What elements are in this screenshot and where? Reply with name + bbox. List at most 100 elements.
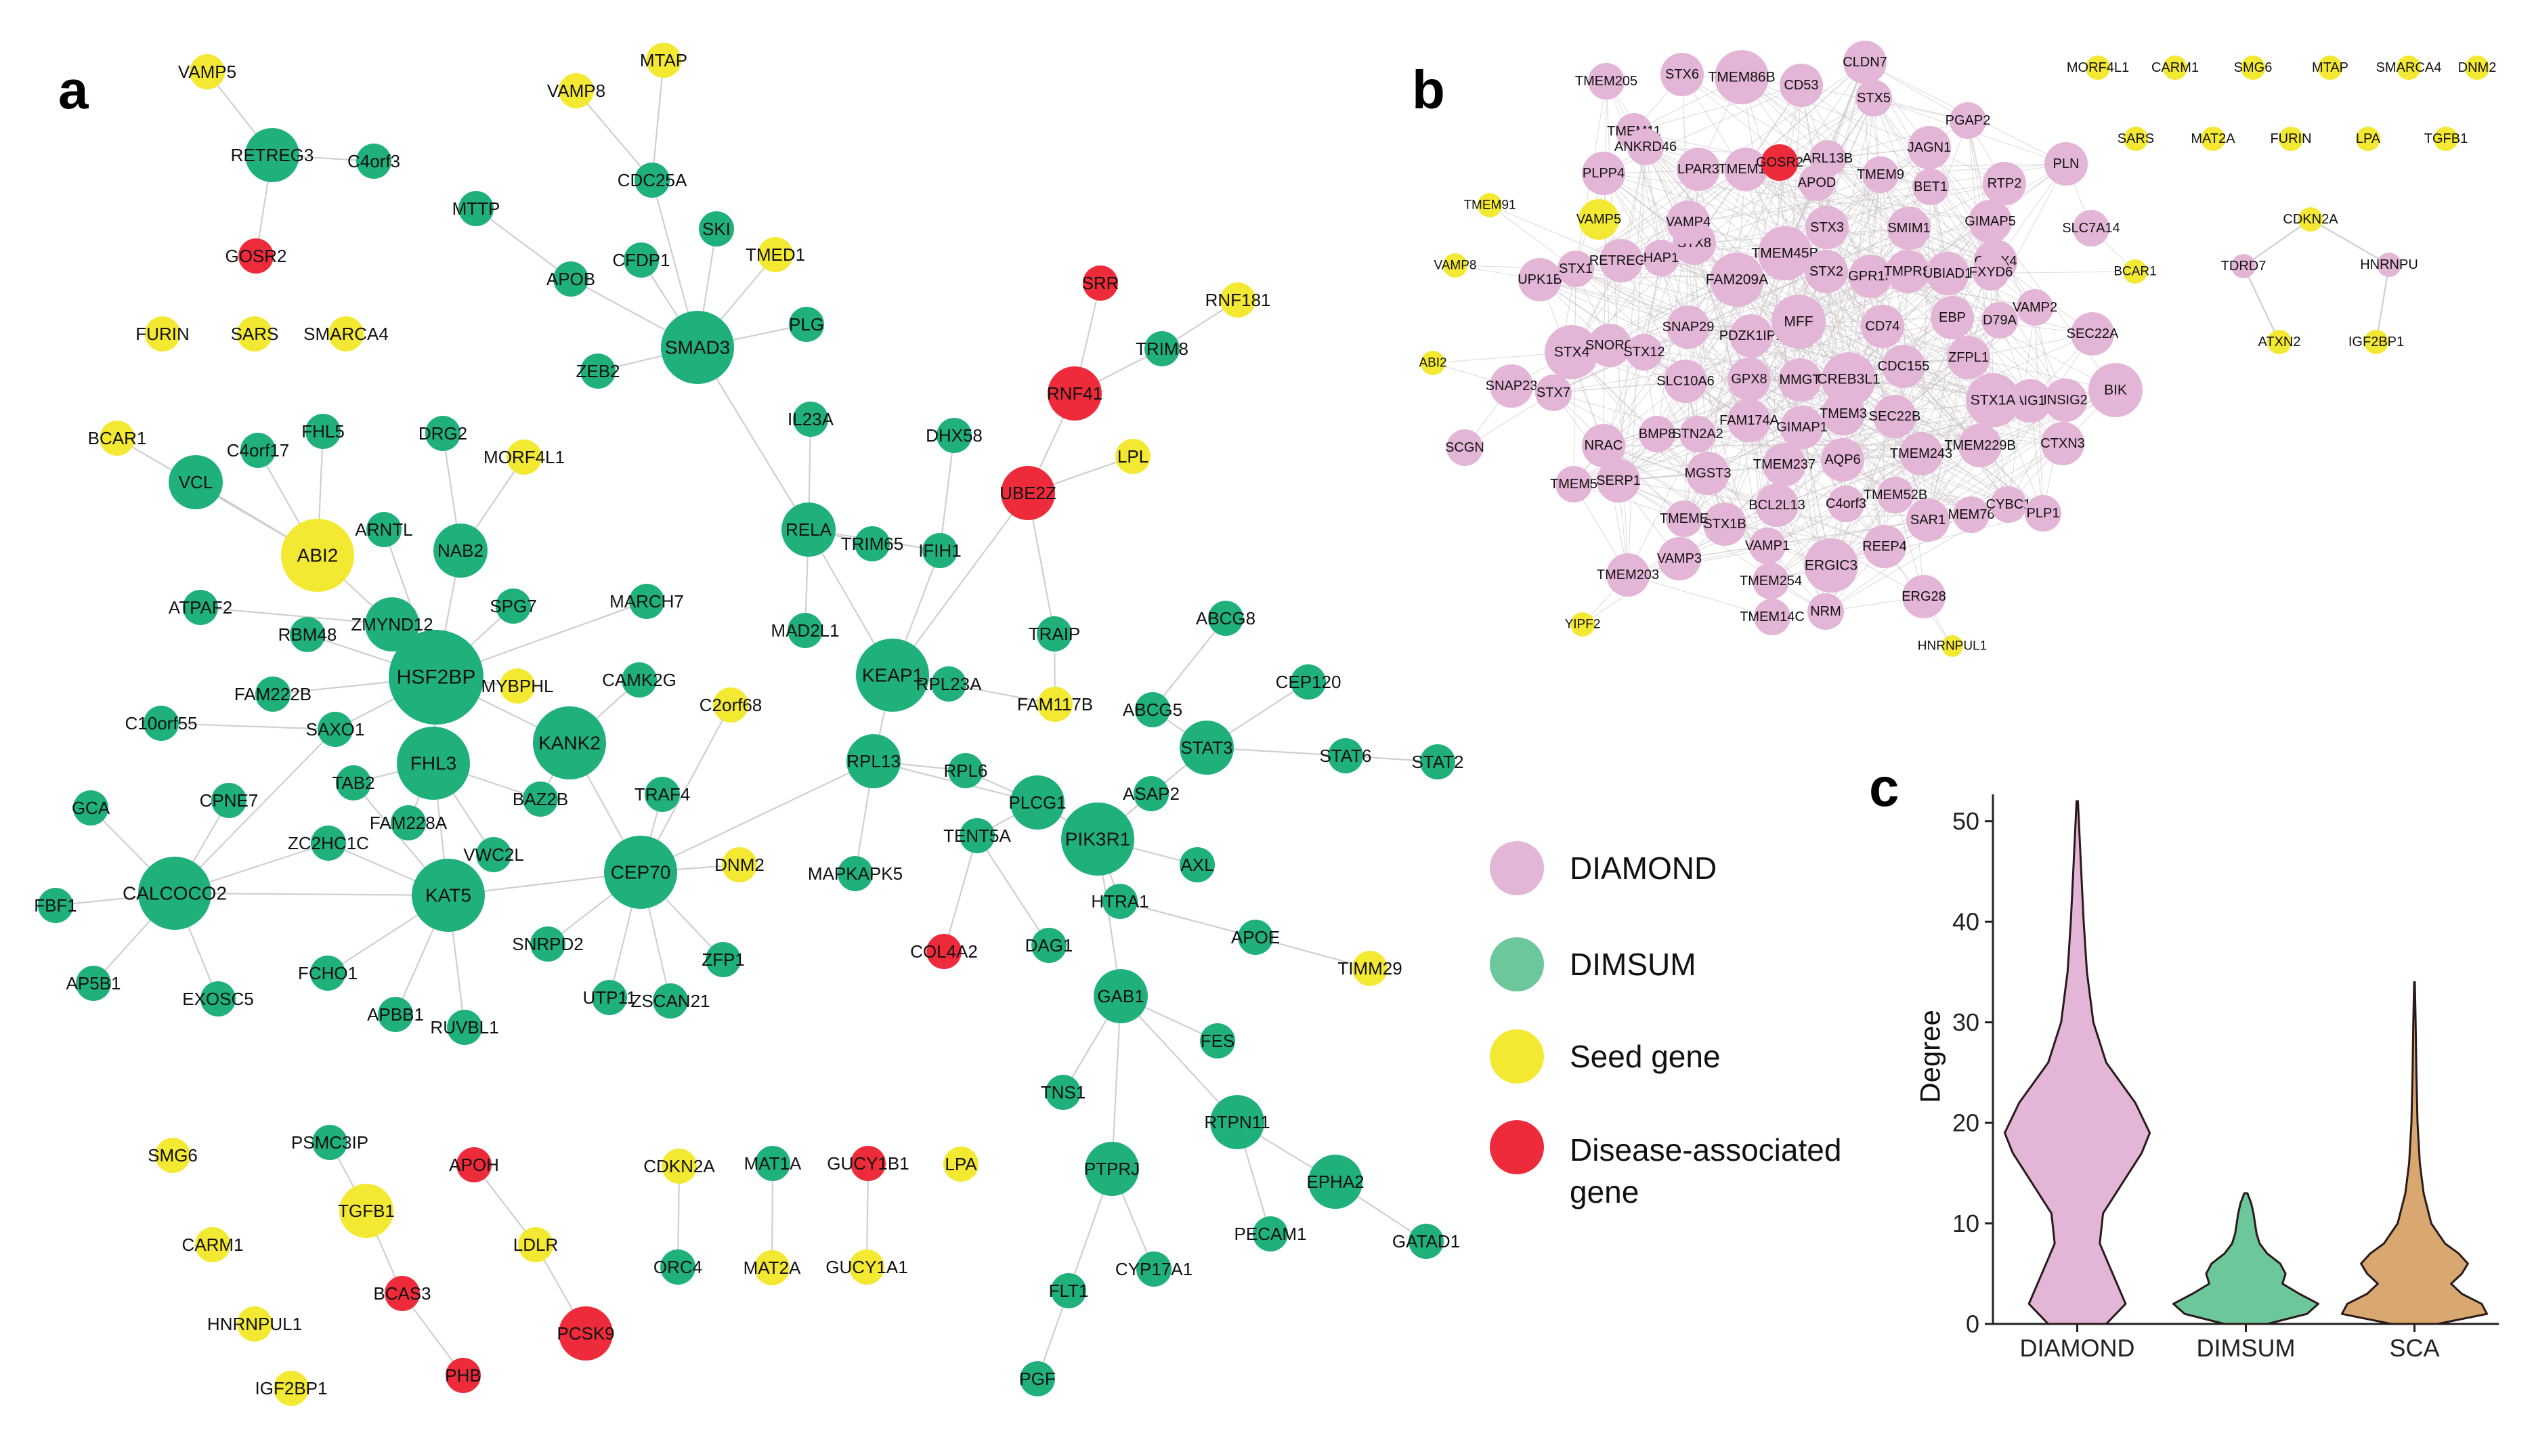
node-b-tmem9[interactable]: TMEM9 (1857, 156, 1904, 193)
node-b-stx6[interactable]: STX6 (1660, 53, 1704, 96)
node-b-pln[interactable]: PLN (2044, 142, 2088, 186)
node-b-tmem52b[interactable]: TMEM52B (1864, 477, 1927, 513)
node-il23a[interactable]: IL23A (788, 402, 834, 437)
node-tmed1[interactable]: TMED1 (746, 237, 805, 272)
node-b-mat2a[interactable]: MAT2A (2191, 127, 2235, 151)
node-hsf2bp[interactable]: HSF2BP (389, 630, 484, 725)
node-baz2b[interactable]: BAZ2B (513, 781, 568, 817)
node-b-gpx8[interactable]: GPX8 (1727, 358, 1771, 401)
node-b-morf4l1[interactable]: MORF4L1 (2067, 56, 2129, 80)
node-ldlr[interactable]: LDLR (513, 1227, 558, 1262)
node-tent5a[interactable]: TENT5A (943, 818, 1011, 853)
node-utp11[interactable]: UTP11 (583, 980, 637, 1015)
node-b-snorc[interactable]: SNORC (1585, 324, 1634, 367)
node-march7[interactable]: MARCH7 (609, 584, 684, 619)
node-b-bmp8[interactable]: BMP8 (1639, 416, 1675, 452)
node-fam117b[interactable]: FAM117B (1017, 687, 1093, 722)
node-camk2g[interactable]: CAMK2G (602, 662, 677, 698)
node-mat2a[interactable]: MAT2A (744, 1250, 801, 1285)
node-b-vamp8[interactable]: VAMP8 (1434, 253, 1477, 278)
node-rpl13[interactable]: RPL13 (846, 734, 901, 788)
node-b-abi2[interactable]: ABI2 (1419, 351, 1447, 375)
node-plcg1[interactable]: PLCG1 (1008, 775, 1067, 830)
node-cyp17a1[interactable]: CYP17A1 (1115, 1251, 1193, 1287)
node-rela[interactable]: RELA (781, 502, 836, 557)
node-smad3[interactable]: SMAD3 (661, 311, 734, 384)
node-b-aqp6[interactable]: AQP6 (1821, 438, 1864, 481)
node-b-vamp2[interactable]: VAMP2 (2013, 289, 2057, 326)
node-b-zfpl1[interactable]: ZFPL1 (1947, 336, 1990, 379)
node-b-sec22b[interactable]: SEC22B (1869, 395, 1921, 438)
node-mttp[interactable]: MTTP (452, 191, 500, 226)
node-exosc5[interactable]: EXOSC5 (182, 981, 254, 1016)
node-ap5b1[interactable]: AP5B1 (66, 966, 121, 1001)
node-trim65[interactable]: TRIM65 (841, 526, 903, 561)
node-asap2[interactable]: ASAP2 (1123, 776, 1180, 811)
node-zmynd12[interactable]: ZMYND12 (351, 597, 433, 651)
node-b-vamp1[interactable]: VAMP1 (1745, 528, 1790, 564)
node-b-lpar3[interactable]: LPAR3 (1677, 148, 1720, 191)
node-gucy1b1[interactable]: GUCY1B1 (827, 1146, 909, 1181)
node-b-igf2bp1[interactable]: IGF2BP1 (2348, 330, 2404, 354)
node-b-retreg3[interactable]: RETREG3 (1589, 239, 1653, 282)
node-b-nrac[interactable]: NRAC (1582, 424, 1625, 467)
node-b-dnm2[interactable]: DNM2 (2458, 56, 2497, 80)
node-b-vamp3[interactable]: VAMP3 (1657, 537, 1702, 580)
node-saxo1[interactable]: SAXO1 (306, 712, 365, 747)
node-b-gimap5[interactable]: GIMAP5 (1964, 200, 2016, 243)
node-abi2[interactable]: ABI2 (281, 519, 354, 592)
node-tns1[interactable]: TNS1 (1041, 1075, 1086, 1110)
node-b-carm1[interactable]: CARM1 (2151, 56, 2199, 80)
node-igf2bp1[interactable]: IGF2BP1 (255, 1371, 328, 1406)
node-b-smim1[interactable]: SMIM1 (1887, 207, 1931, 250)
node-gatad1[interactable]: GATAD1 (1392, 1224, 1460, 1259)
node-b-sars[interactable]: SARS (2118, 127, 2154, 151)
node-b-fam174a[interactable]: FAM174A (1719, 399, 1780, 442)
node-tgfb1[interactable]: TGFB1 (338, 1184, 395, 1238)
node-spg7[interactable]: SPG7 (490, 588, 537, 624)
node-ruvbl1[interactable]: RUVBL1 (430, 1010, 499, 1045)
node-mat1a[interactable]: MAT1A (744, 1146, 802, 1181)
node-b-plpp4[interactable]: PLPP4 (1582, 152, 1625, 195)
node-stat3[interactable]: STAT3 (1180, 721, 1234, 775)
node-b-snap29[interactable]: SNAP29 (1662, 305, 1715, 349)
node-b-stx5[interactable]: STX5 (1855, 80, 1892, 116)
node-morf4l1[interactable]: MORF4L1 (484, 440, 565, 475)
node-b-gimap1[interactable]: GIMAP1 (1776, 406, 1828, 449)
node-b-apod[interactable]: APOD (1798, 165, 1837, 201)
node-axl[interactable]: AXL (1180, 847, 1215, 882)
node-pik3r1[interactable]: PIK3R1 (1061, 802, 1134, 876)
node-b-stx1a[interactable]: STX1A (1966, 373, 2020, 427)
node-b-hnrnpul1[interactable]: HNRNPUL1 (1918, 635, 1987, 657)
node-mapkapk5[interactable]: MAPKAPK5 (808, 856, 903, 891)
node-psmc3ip[interactable]: PSMC3IP (291, 1125, 368, 1160)
node-b-mgst3[interactable]: MGST3 (1685, 452, 1732, 495)
node-b-tmem243[interactable]: TMEM243 (1890, 432, 1952, 475)
node-b-creb3l1[interactable]: CREB3L1 (1817, 352, 1881, 406)
node-dag1[interactable]: DAG1 (1025, 928, 1073, 963)
node-b-smg6[interactable]: SMG6 (2234, 56, 2273, 80)
node-cdc25a[interactable]: CDC25A (618, 163, 687, 198)
node-fam228a[interactable]: FAM228A (370, 805, 448, 840)
node-b-lpa[interactable]: LPA (2356, 127, 2381, 151)
node-b-hnrnpu[interactable]: HNRNPU (2360, 253, 2418, 277)
node-b-vamp5[interactable]: VAMP5 (1576, 199, 1621, 240)
node-ptprj[interactable]: PTPRJ (1084, 1142, 1140, 1196)
node-zc2hc1c[interactable]: ZC2HC1C (288, 826, 369, 861)
node-b-tmeme[interactable]: TMEME (1660, 500, 1709, 537)
node-b-stx12[interactable]: STX12 (1623, 334, 1665, 370)
node-gab1[interactable]: GAB1 (1094, 969, 1148, 1023)
node-smg6[interactable]: SMG6 (148, 1138, 198, 1173)
node-vcl[interactable]: VCL (169, 455, 223, 509)
node-apoh[interactable]: APOH (449, 1147, 499, 1182)
node-kat5[interactable]: KAT5 (412, 859, 485, 932)
node-b-nrm[interactable]: NRM (1807, 593, 1844, 630)
node-b-tmem12[interactable]: TMEM12 (1718, 148, 1774, 191)
node-zeb2[interactable]: ZEB2 (576, 354, 620, 389)
node-dhx58[interactable]: DHX58 (926, 418, 983, 453)
node-b-jagn1[interactable]: JAGN1 (1908, 126, 1951, 169)
node-fam222b[interactable]: FAM222B (234, 677, 312, 712)
node-b-gosr2[interactable]: GOSR2 (1756, 144, 1803, 181)
node-bcas3[interactable]: BCAS3 (373, 1276, 431, 1311)
node-abcg5[interactable]: ABCG5 (1123, 692, 1182, 727)
